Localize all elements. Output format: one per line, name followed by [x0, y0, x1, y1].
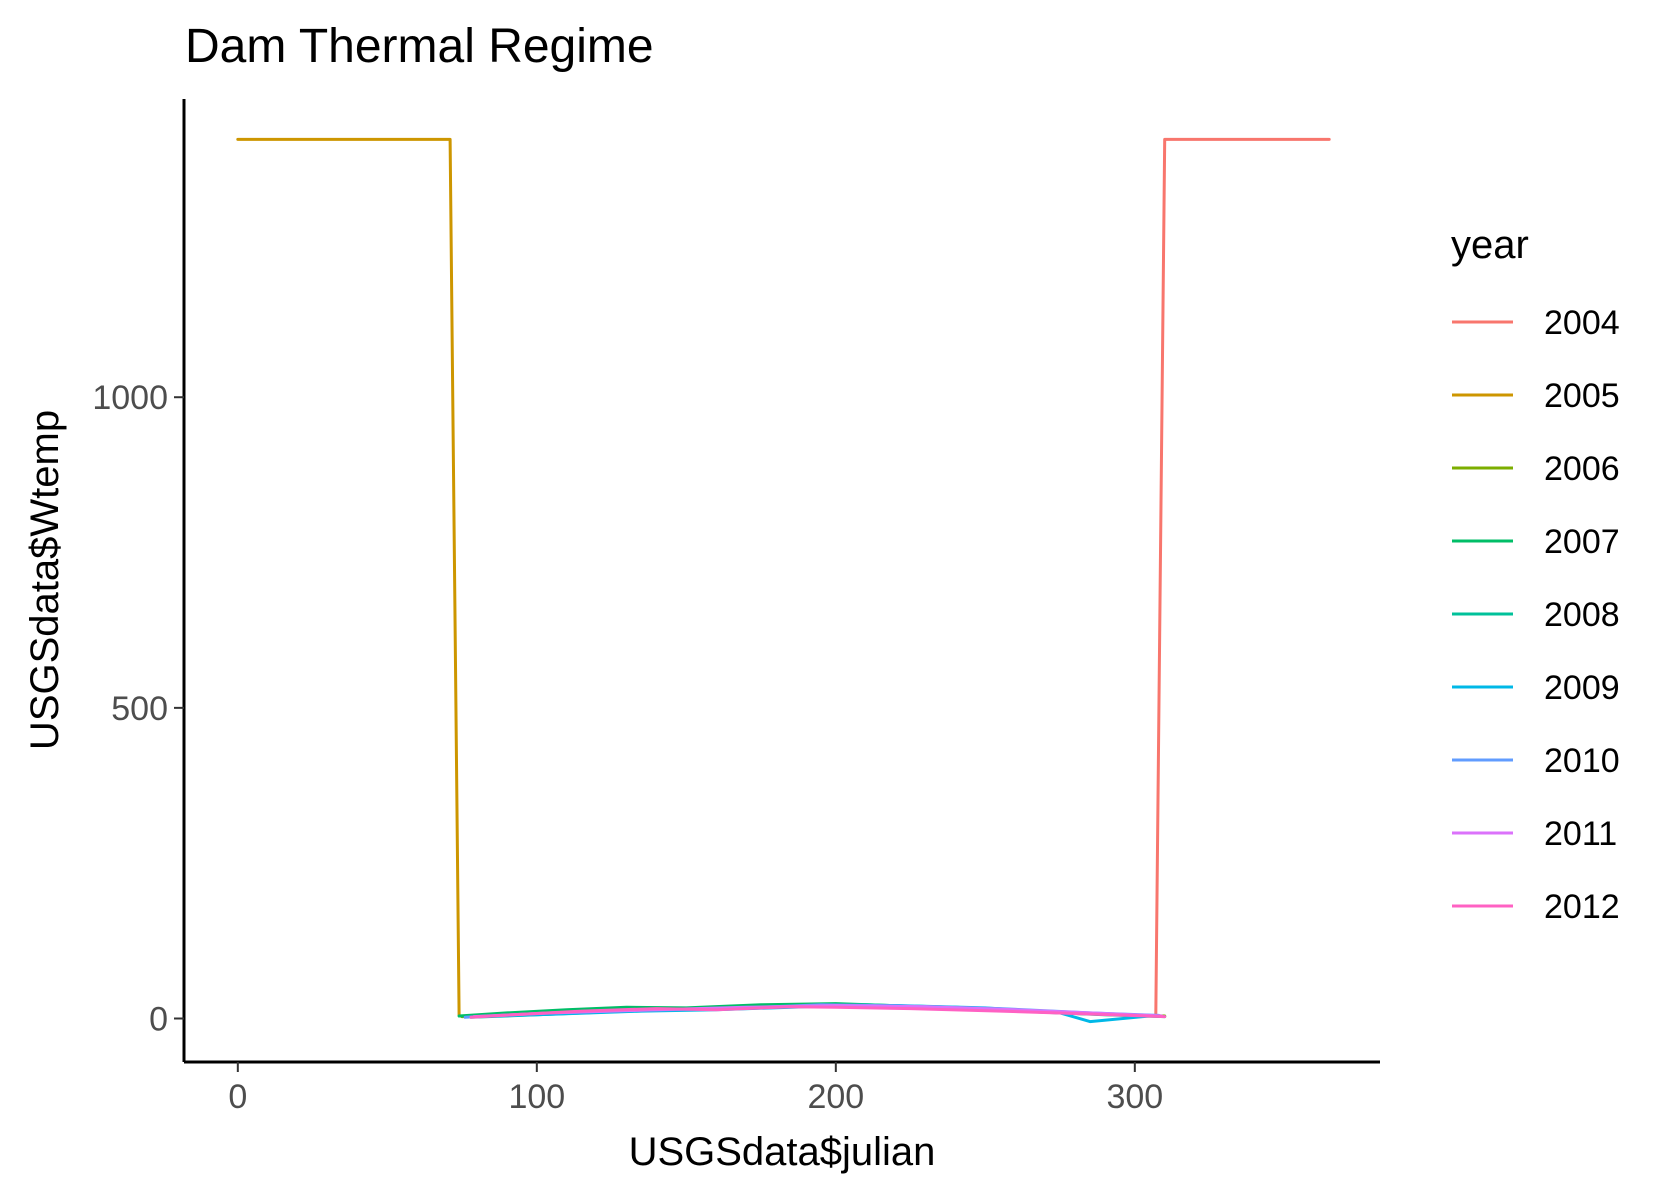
x-tick-label: 100	[508, 1078, 565, 1116]
series-line-2005	[236, 137, 464, 1019]
x-ticks: 0 100 200 300	[228, 1062, 1163, 1116]
legend-item: 2012	[1452, 888, 1620, 926]
legend-item: 2010	[1452, 742, 1620, 780]
legend: year 2004 2005 2006 2007 2008 2009 2010 2011 201…	[1451, 223, 1620, 926]
axes	[182, 99, 1380, 1064]
legend-item: 2006	[1452, 450, 1620, 488]
legend-item: 2011	[1452, 815, 1617, 853]
y-tick-label: 0	[149, 1001, 168, 1039]
x-tick-label: 300	[1106, 1078, 1163, 1116]
legend-items: 2004 2005 2006 2007 2008 2009 2010 2011 2012	[1452, 304, 1620, 926]
legend-label: 2004	[1544, 304, 1620, 342]
legend-item: 2008	[1452, 596, 1620, 634]
series-line-2004	[1154, 137, 1331, 1017]
legend-item: 2009	[1452, 669, 1620, 707]
legend-label: 2007	[1544, 523, 1620, 561]
x-axis-title: USGSdata$julian	[629, 1130, 936, 1174]
legend-label: 2005	[1544, 377, 1620, 415]
legend-label: 2010	[1544, 742, 1620, 780]
plot-area	[236, 137, 1331, 1024]
legend-title: year	[1451, 223, 1529, 267]
legend-item: 2005	[1452, 377, 1620, 415]
chart-title: Dam Thermal Regime	[185, 20, 654, 73]
legend-item: 2007	[1452, 523, 1620, 561]
legend-label: 2006	[1544, 450, 1620, 488]
legend-label: 2012	[1544, 888, 1620, 926]
legend-item: 2004	[1452, 304, 1620, 342]
legend-label: 2011	[1544, 815, 1617, 853]
legend-label: 2008	[1544, 596, 1620, 634]
series-line-2012	[469, 1005, 1167, 1019]
y-axis-title: USGSdata$Wtemp	[23, 410, 67, 750]
x-tick-label: 0	[228, 1078, 247, 1116]
legend-label: 2009	[1544, 669, 1620, 707]
y-ticks: 0 500 1000	[92, 379, 184, 1039]
y-tick-label: 500	[111, 690, 168, 728]
y-tick-label: 1000	[92, 379, 168, 417]
x-tick-label: 200	[807, 1078, 864, 1116]
